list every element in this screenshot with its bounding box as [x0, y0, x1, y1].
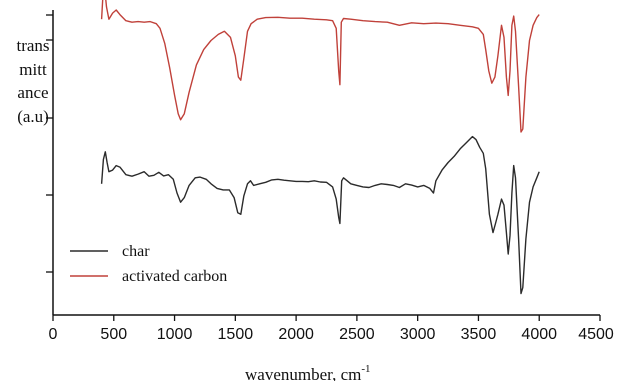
x-tick-label: 3500 [461, 326, 497, 343]
x-tick-label: 1000 [157, 326, 193, 343]
y-axis-title: trans mitt ance (a.u) [6, 34, 60, 128]
y-axis-ticks [46, 14, 53, 273]
legend-label-char: char [122, 243, 150, 260]
legend: char activated carbon [70, 243, 227, 285]
x-tick-label: 4000 [521, 326, 557, 343]
y-axis-title-line: trans [16, 36, 50, 55]
x-axis-title-text: wavenumber, cm [245, 365, 361, 381]
x-tick-label: 500 [100, 326, 127, 343]
x-tick-label: 2500 [339, 326, 375, 343]
legend-label-activated-carbon: activated carbon [122, 268, 227, 285]
x-tick-label: 4500 [578, 326, 614, 343]
y-axis-title-line: (a.u) [17, 106, 49, 126]
x-axis-title-superscript: -1 [361, 363, 370, 375]
series-layer [100, 0, 540, 295]
x-axis-title: wavenumber, cm-1 [245, 363, 371, 381]
y-axis-title-line: ance [17, 83, 49, 102]
series-line-activated-carbon [100, 0, 540, 133]
x-tick-label: 0 [49, 326, 58, 343]
x-tick-label: 1500 [218, 326, 254, 343]
x-tick-label: 3000 [400, 326, 436, 343]
x-axis-ticks: 0 500 1000 1500 2000 2500 3000 3500 4000 4500 [49, 315, 614, 343]
y-axis-title-line: mitt [19, 59, 47, 79]
x-tick-label: 2000 [278, 326, 314, 343]
series-line-char [100, 135, 540, 295]
